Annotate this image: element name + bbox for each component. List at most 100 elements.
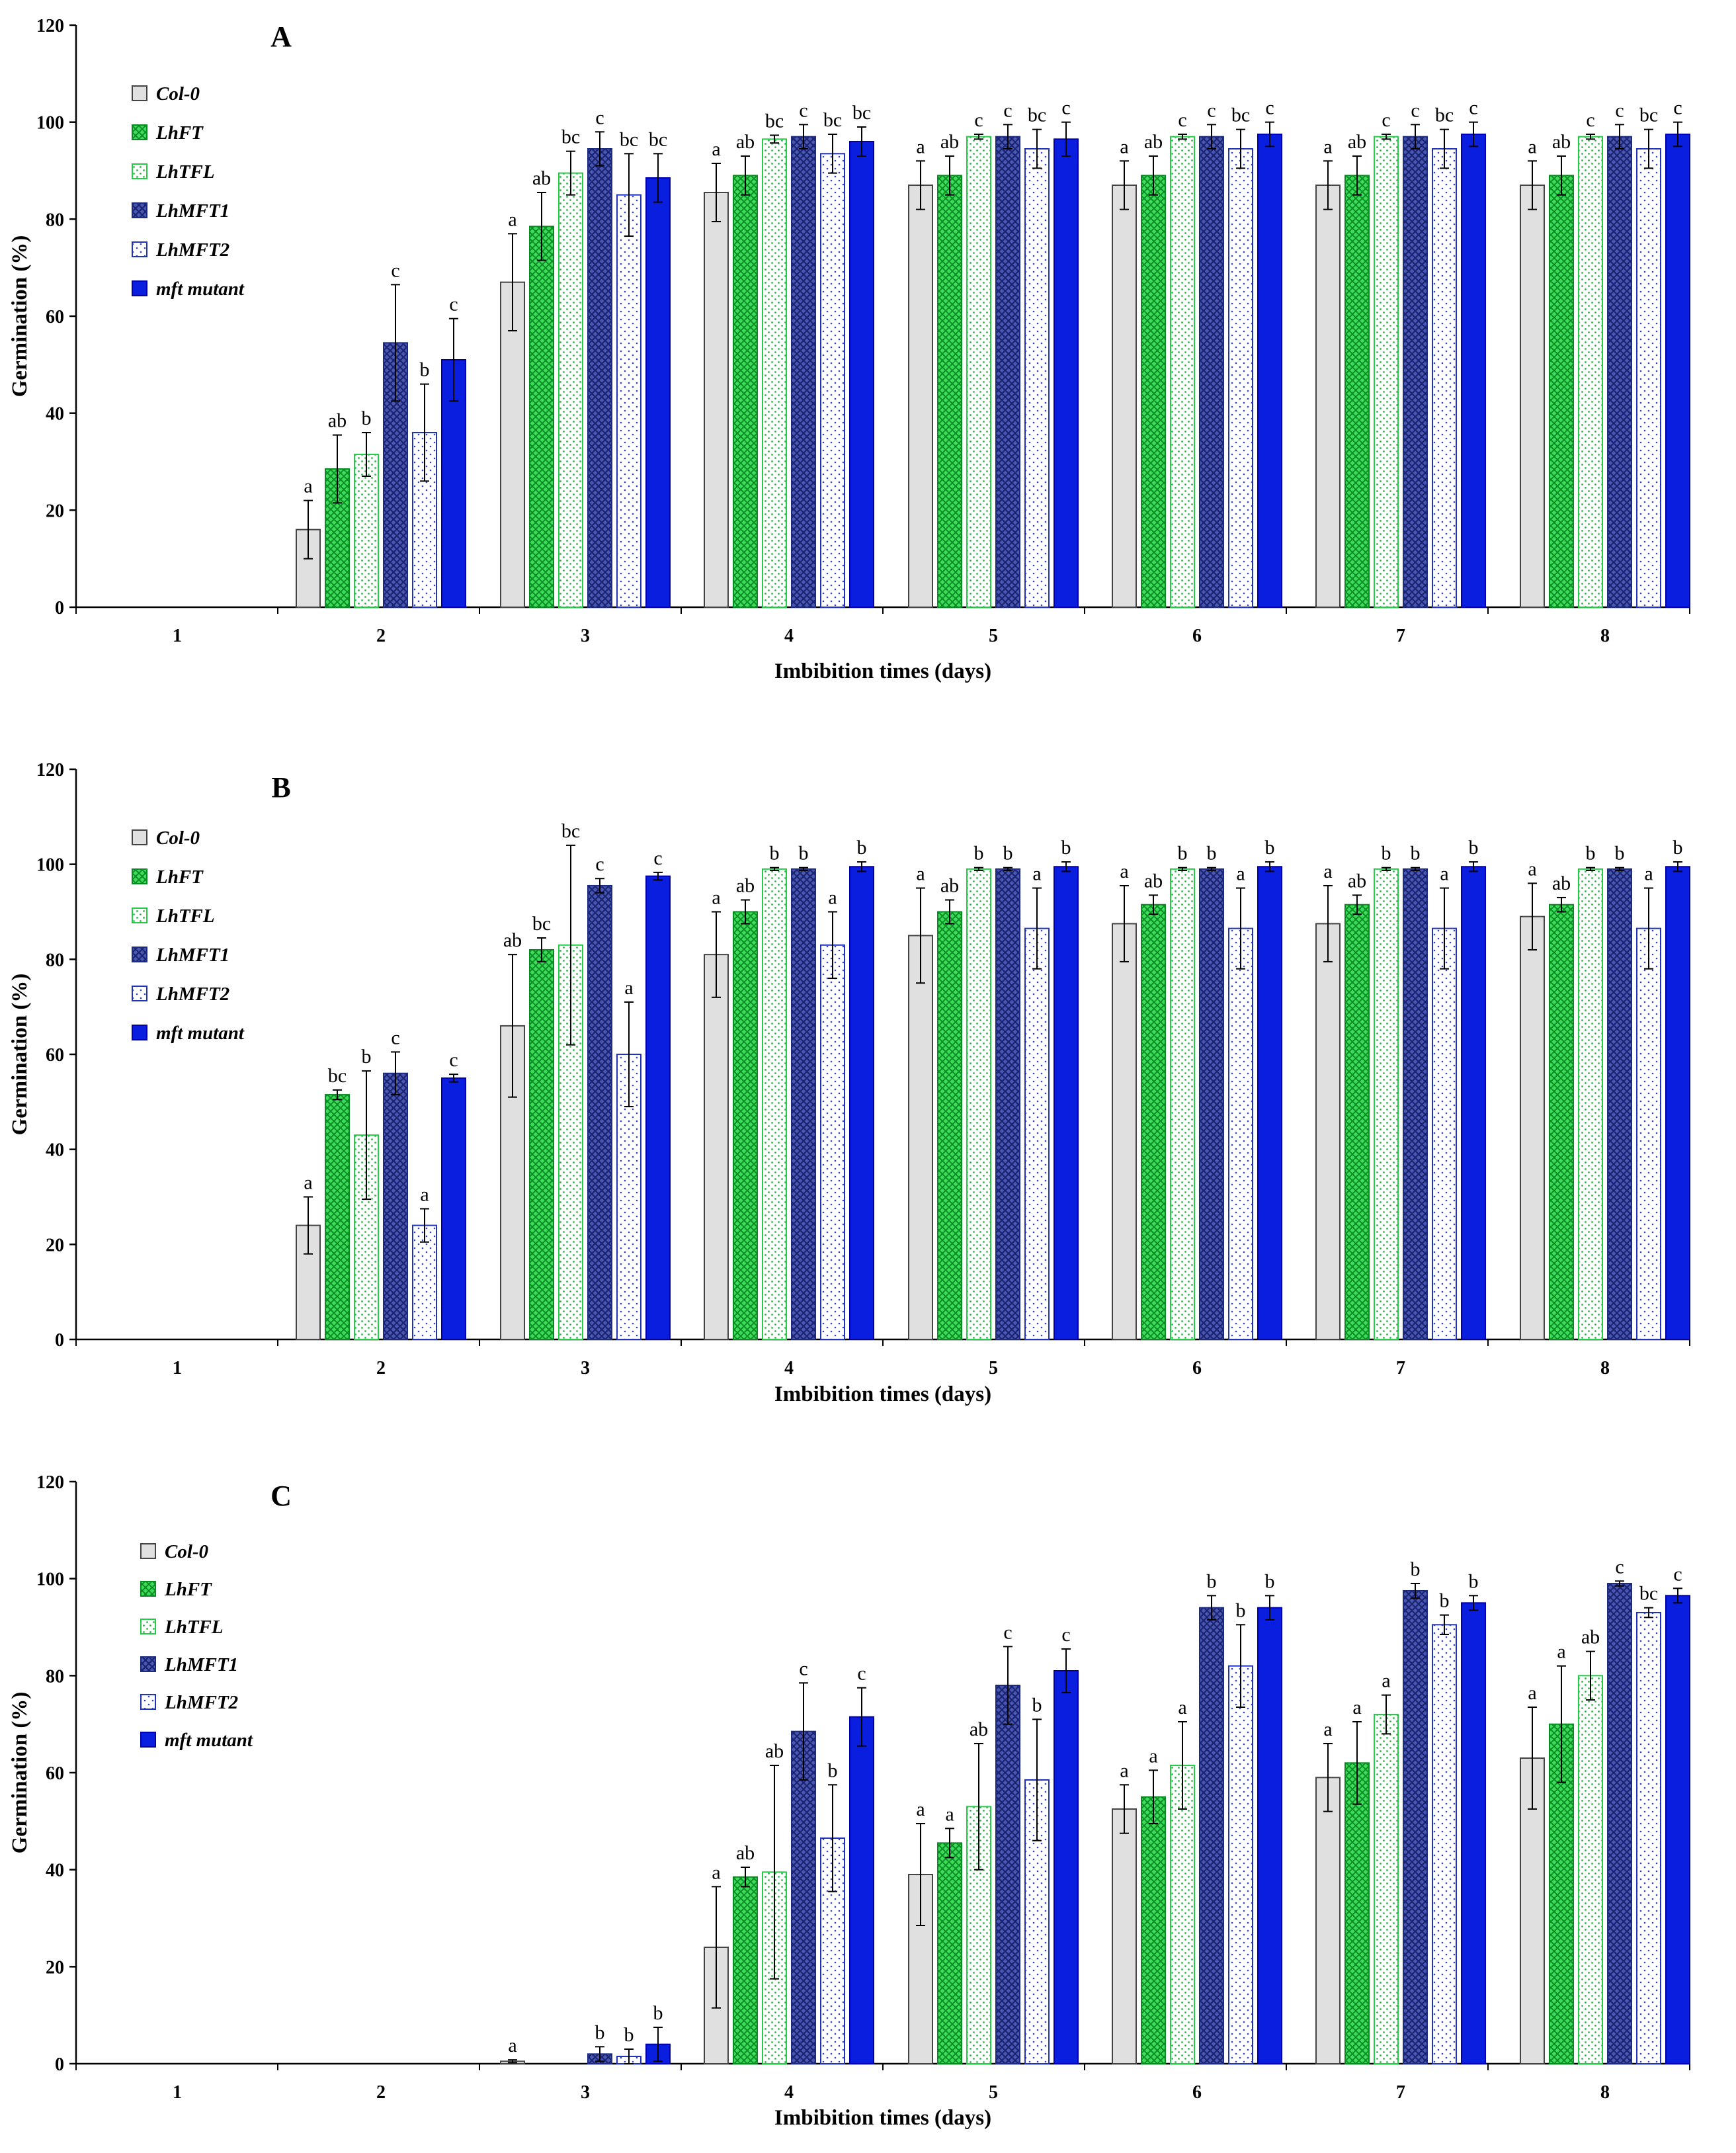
significance-label: a xyxy=(1323,861,1332,882)
bar-mft-mutant xyxy=(1461,1602,1486,2064)
significance-label: bc xyxy=(1639,1583,1658,1605)
significance-label: b xyxy=(1586,843,1596,865)
legend-swatch xyxy=(132,163,147,179)
significance-label: b xyxy=(362,407,372,429)
significance-label: ab xyxy=(503,929,522,951)
significance-label: a xyxy=(1323,136,1332,157)
significance-label: c xyxy=(1411,99,1419,121)
bar-lhtfl xyxy=(1374,1714,1399,2064)
legend-swatch xyxy=(132,829,147,845)
bar-lhft xyxy=(937,1842,962,2064)
bar-lhmft1 xyxy=(1199,1607,1224,2065)
x-tick-label: 3 xyxy=(581,1358,590,1378)
significance-label: b xyxy=(1673,837,1683,859)
x-tick-label: 1 xyxy=(173,626,182,646)
significance-label: a xyxy=(1557,1641,1565,1663)
bar-lhmft1 xyxy=(1607,1583,1632,2064)
panel-letter: A xyxy=(270,21,292,53)
bar-mft-mutant xyxy=(1665,1595,1690,2064)
legend-swatch xyxy=(132,908,147,923)
significance-label: a xyxy=(945,1803,954,1825)
bar-mft-mutant xyxy=(645,875,671,1340)
y-tick-label: 100 xyxy=(36,1570,64,1590)
x-axis-title: Imbibition times (days) xyxy=(774,659,991,683)
significance-label: a xyxy=(712,1861,720,1883)
significance-label: a xyxy=(1323,1718,1332,1740)
legend-label: LhTFL xyxy=(155,161,215,183)
bar-lhft xyxy=(1549,904,1574,1340)
bar-lhmft1 xyxy=(1199,136,1224,608)
bar-lhtfl xyxy=(1170,868,1195,1340)
x-tick-label: 1 xyxy=(173,2082,182,2103)
bar-lhtfl xyxy=(1170,136,1195,608)
bar-lhft xyxy=(529,226,554,609)
significance-label: a xyxy=(1528,136,1536,157)
significance-label: bc xyxy=(620,128,638,150)
bar-lhmft1 xyxy=(995,136,1020,608)
significance-label: a xyxy=(916,136,925,157)
bar-col-0 xyxy=(1315,923,1341,1341)
bar-lhmft1 xyxy=(791,1730,816,2065)
y-tick-label: 100 xyxy=(36,113,64,134)
significance-label: c xyxy=(1178,109,1186,131)
y-tick-label: 120 xyxy=(36,760,64,781)
legend-label: LhMFT2 xyxy=(155,984,229,1005)
x-tick-label: 2 xyxy=(376,626,386,646)
bar-lhmft2 xyxy=(1228,148,1253,608)
legend-label: LhFT xyxy=(164,1579,212,1600)
legend-label: LhMFT2 xyxy=(164,1692,238,1713)
significance-label: ab xyxy=(940,875,959,897)
bar-mft-mutant xyxy=(849,1716,874,2065)
significance-label: bc xyxy=(1435,105,1454,126)
significance-label: a xyxy=(624,977,633,999)
bar-mft-mutant xyxy=(1257,1607,1282,2065)
bar-mft-mutant xyxy=(1665,134,1690,608)
legend-swatch xyxy=(140,1732,156,1748)
y-tick-label: 80 xyxy=(46,1666,64,1687)
significance-label: a xyxy=(1178,1697,1186,1718)
bar-mft-mutant xyxy=(645,177,671,608)
significance-label: bc xyxy=(561,126,580,148)
significance-label: a xyxy=(1644,863,1653,885)
significance-label: a xyxy=(304,476,312,497)
bar-lhmft2 xyxy=(1228,927,1253,1341)
legend-label: Col-0 xyxy=(156,827,200,849)
significance-label: b xyxy=(974,843,984,865)
legend-label: mft mutant xyxy=(156,1023,245,1044)
bar-lhmft2 xyxy=(1432,148,1457,608)
significance-label: bc xyxy=(823,109,842,131)
significance-label: a xyxy=(916,1798,925,1820)
significance-label: b xyxy=(653,2002,663,2024)
significance-label: bc xyxy=(1028,105,1046,126)
bar-lhmft2 xyxy=(1228,1665,1253,2065)
x-tick-label: 6 xyxy=(1192,2082,1202,2103)
significance-label: ab xyxy=(736,1842,755,1864)
significance-label: b xyxy=(1178,843,1188,865)
significance-label: a xyxy=(1528,1682,1536,1704)
x-tick-label: 2 xyxy=(376,1358,386,1378)
significance-label: b xyxy=(1469,837,1479,859)
bar-lhmft1 xyxy=(587,148,612,608)
significance-label: bc xyxy=(649,128,667,150)
significance-label: c xyxy=(1615,99,1624,121)
x-axis-title: Imbibition times (days) xyxy=(774,1382,991,1406)
panel-a: 0 20 40 60 80 100 120 1 2 3 4 5 6 7 8 Imbibition times … xyxy=(8,16,1690,683)
bar-lhft xyxy=(733,1876,758,2065)
significance-label: c xyxy=(449,294,458,316)
significance-label: c xyxy=(857,1663,866,1685)
bar-lhft xyxy=(733,911,758,1340)
legend-swatch xyxy=(140,1694,156,1710)
significance-label: bc xyxy=(1639,105,1658,126)
bar-col-0 xyxy=(908,185,933,608)
x-tick-label: 5 xyxy=(989,2082,998,2103)
y-tick-label: 40 xyxy=(46,1140,64,1161)
significance-label: bc xyxy=(852,102,871,124)
bar-lhmft1 xyxy=(1403,1590,1428,2064)
significance-label: b xyxy=(1411,1558,1421,1580)
bar-lhmft1 xyxy=(1607,136,1632,608)
bar-lhft xyxy=(1549,175,1574,609)
significance-label: a xyxy=(712,138,720,160)
bar-lhmft2 xyxy=(820,153,845,609)
significance-label: ab xyxy=(1581,1626,1600,1648)
significance-label: a xyxy=(1528,858,1536,880)
